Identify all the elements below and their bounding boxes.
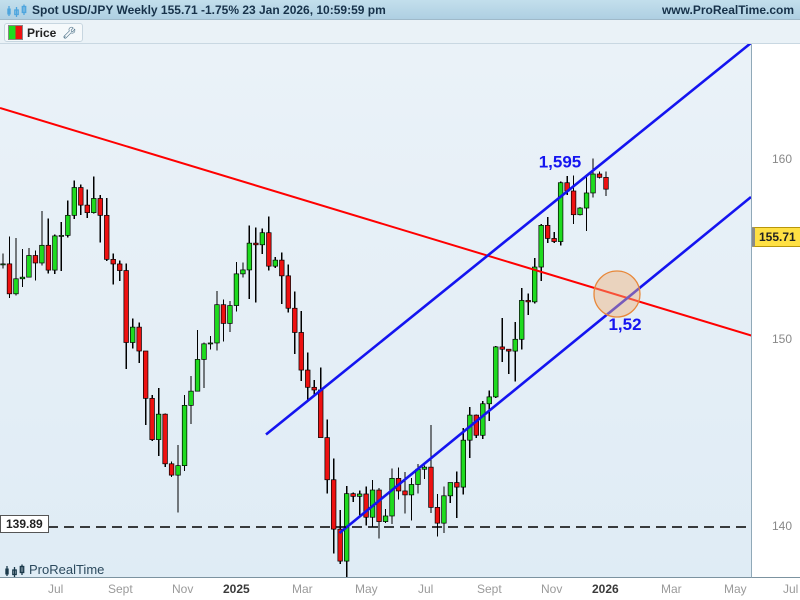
svg-text:1,595: 1,595 <box>539 153 582 172</box>
svg-text:1,52: 1,52 <box>608 315 641 334</box>
